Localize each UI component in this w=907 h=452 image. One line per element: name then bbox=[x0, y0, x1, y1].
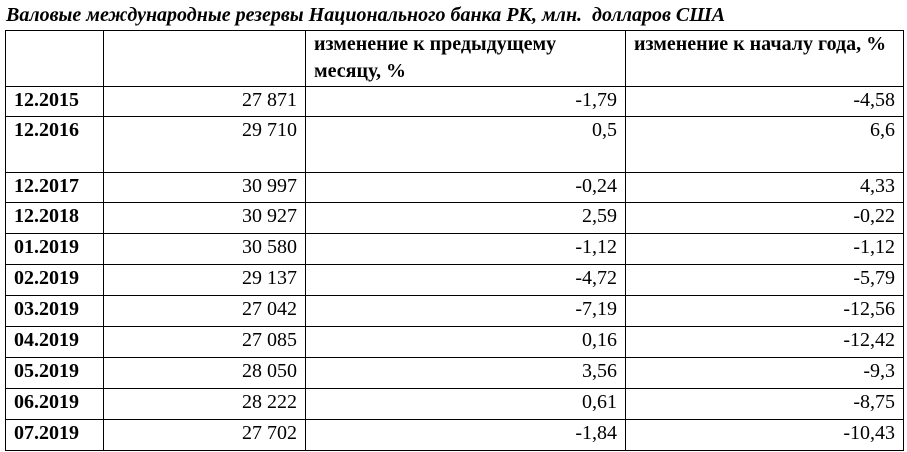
value-cell: -1,12 bbox=[305, 233, 626, 265]
value-cell: 30 927 bbox=[103, 202, 306, 234]
value-cell: 27 042 bbox=[103, 295, 306, 327]
value-cell: -8,75 bbox=[625, 388, 904, 420]
value-cell: 0,5 bbox=[305, 116, 626, 173]
value-cell: 28 222 bbox=[103, 388, 306, 420]
data-row: 12.2015 27 871 -1,79 -4,58 bbox=[5, 86, 904, 117]
value-cell: -5,79 bbox=[625, 264, 904, 296]
date-cell: 05.2019 bbox=[5, 357, 104, 389]
value-cell: -4,58 bbox=[625, 86, 904, 117]
value-cell: 27 871 bbox=[103, 86, 306, 117]
data-row: 03.2019 27 042 -7,19 -12,56 bbox=[5, 295, 904, 327]
date-cell: 12.2016 bbox=[5, 116, 104, 173]
title: Валовые международные резервы Национальн… bbox=[6, 4, 726, 26]
reserves-table: изменение к предыдущему месяцу, % изменен… bbox=[5, 30, 904, 451]
value-cell: -12,42 bbox=[625, 326, 904, 358]
data-row: 01.2019 30 580 -1,12 -1,12 bbox=[5, 233, 904, 265]
value-cell: -0,24 bbox=[305, 172, 626, 203]
value-cell: 4,33 bbox=[625, 172, 904, 203]
value-cell: 27 702 bbox=[103, 419, 306, 451]
value-cell: -0,22 bbox=[625, 202, 904, 234]
table-body: изменение к предыдущему месяцу, % изменен… bbox=[5, 30, 904, 451]
value-cell: -9,3 bbox=[625, 357, 904, 389]
date-cell: 07.2019 bbox=[5, 419, 104, 451]
header-cell bbox=[103, 30, 306, 87]
value-cell: -1,79 bbox=[305, 86, 626, 117]
value-cell: 2,59 bbox=[305, 202, 626, 234]
value-cell: 3,56 bbox=[305, 357, 626, 389]
value-cell: 0,61 bbox=[305, 388, 626, 420]
value-cell: 29 710 bbox=[103, 116, 306, 173]
header-cell: изменение к предыдущему месяцу, % bbox=[305, 30, 626, 87]
value-cell: 28 050 bbox=[103, 357, 306, 389]
value-cell: -10,43 bbox=[625, 419, 904, 451]
value-cell: 30 997 bbox=[103, 172, 306, 203]
date-cell: 12.2017 bbox=[5, 172, 104, 203]
value-cell: -7,19 bbox=[305, 295, 626, 327]
value-cell: 29 137 bbox=[103, 264, 306, 296]
data-row: 12.2018 30 927 2,59 -0,22 bbox=[5, 202, 904, 234]
value-cell: -12,56 bbox=[625, 295, 904, 327]
data-row: 12.2017 30 997 -0,24 4,33 bbox=[5, 172, 904, 203]
header-cell bbox=[5, 30, 104, 87]
value-cell: 0,16 bbox=[305, 326, 626, 358]
data-row: 06.2019 28 222 0,61 -8,75 bbox=[5, 388, 904, 420]
date-cell: 03.2019 bbox=[5, 295, 104, 327]
value-cell: -1,84 bbox=[305, 419, 626, 451]
value-cell: -1,12 bbox=[625, 233, 904, 265]
data-row: 05.2019 28 050 3,56 -9,3 bbox=[5, 357, 904, 389]
data-row: 04.2019 27 085 0,16 -12,42 bbox=[5, 326, 904, 358]
header-row: изменение к предыдущему месяцу, % изменен… bbox=[5, 30, 904, 87]
date-cell: 06.2019 bbox=[5, 388, 104, 420]
date-cell: 12.2015 bbox=[5, 86, 104, 117]
header-cell: изменение к началу года, % bbox=[625, 30, 904, 87]
value-cell: -4,72 bbox=[305, 264, 626, 296]
date-cell: 12.2018 bbox=[5, 202, 104, 234]
value-cell: 30 580 bbox=[103, 233, 306, 265]
data-row: 07.2019 27 702 -1,84 -10,43 bbox=[5, 419, 904, 451]
date-cell: 04.2019 bbox=[5, 326, 104, 358]
value-cell: 27 085 bbox=[103, 326, 306, 358]
data-row: 02.2019 29 137 -4,72 -5,79 bbox=[5, 264, 904, 296]
data-row: 12.2016 29 710 0,5 6,6 bbox=[5, 116, 904, 173]
value-cell: 6,6 bbox=[625, 116, 904, 173]
date-cell: 02.2019 bbox=[5, 264, 104, 296]
date-cell: 01.2019 bbox=[5, 233, 104, 265]
